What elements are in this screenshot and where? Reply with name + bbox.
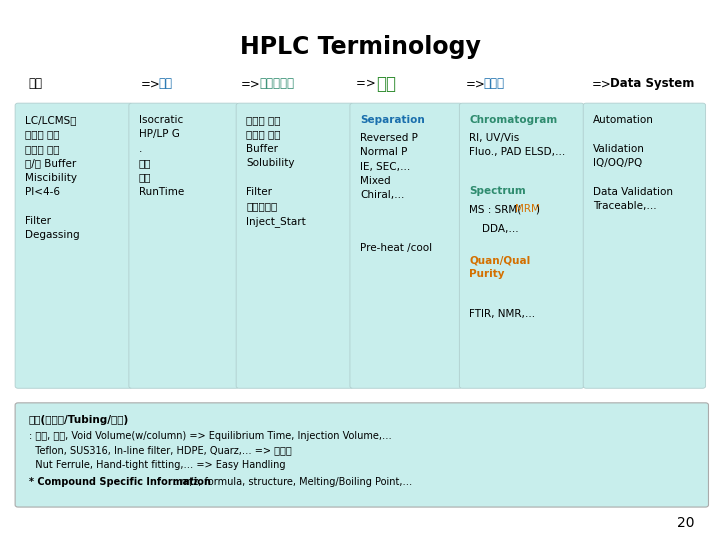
Text: 유로(시스템/Tubing/컬럼): 유로(시스템/Tubing/컬럼) <box>29 415 129 425</box>
Text: 용매: 용매 <box>29 77 42 90</box>
Text: MRM: MRM <box>515 204 540 214</box>
Text: LC/LCMS용
수용성 용매
지용성 용매
휘/비 Buffer
Miscibility
PI<4-6

Filter
Degassing: LC/LCMS용 수용성 용매 지용성 용매 휘/비 Buffer Miscib… <box>25 115 80 240</box>
Text: Spectrum: Spectrum <box>469 186 526 197</box>
Text: MS : SRM(: MS : SRM( <box>469 204 522 214</box>
FancyBboxPatch shape <box>583 103 706 388</box>
FancyBboxPatch shape <box>15 103 132 388</box>
Text: RI, UV/Vis
Fluo., PAD ELSD,…: RI, UV/Vis Fluo., PAD ELSD,… <box>469 133 566 157</box>
Text: Isocratic
HP/LP G
.
유속
압력
RunTime: Isocratic HP/LP G . 유속 압력 RunTime <box>139 115 184 197</box>
Text: Separation: Separation <box>360 115 425 125</box>
FancyBboxPatch shape <box>459 103 584 388</box>
Text: Nut Ferrule, Hand-tight fitting,… => Easy Handling: Nut Ferrule, Hand-tight fitting,… => Eas… <box>29 460 285 470</box>
Text: : 내경, 길이, Void Volume(w/column) => Equilibrium Time, Injection Volume,…: : 내경, 길이, Void Volume(w/column) => Equil… <box>29 431 392 441</box>
Text: 컬럼: 컬럼 <box>377 75 397 93</box>
Text: DDA,…: DDA,… <box>482 224 519 234</box>
FancyBboxPatch shape <box>129 103 239 388</box>
Text: Automation

Validation
IQ/OQ/PQ

Data Validation
Traceable,…: Automation Validation IQ/OQ/PQ Data Vali… <box>593 115 673 212</box>
Text: =>: => <box>140 77 160 90</box>
Text: Pre-heat /cool: Pre-heat /cool <box>360 244 432 253</box>
FancyBboxPatch shape <box>15 403 708 507</box>
Text: =>: => <box>356 77 380 90</box>
Text: FTIR, NMR,…: FTIR, NMR,… <box>469 309 536 319</box>
FancyBboxPatch shape <box>350 103 462 388</box>
Text: =>: => <box>466 77 485 90</box>
Text: Chromatogram: Chromatogram <box>469 115 558 125</box>
Text: 수용성 용매
지용성 용매
Buffer
Solubility

Filter
시료주입량
Inject_Start: 수용성 용매 지용성 용매 Buffer Solubility Filter 시… <box>246 115 306 227</box>
Text: 검출기: 검출기 <box>484 77 505 90</box>
Text: : m/z, formula, structure, Melting/Boiling Point,…: : m/z, formula, structure, Melting/Boili… <box>171 477 413 488</box>
Text: 펌프: 펌프 <box>158 77 172 90</box>
FancyBboxPatch shape <box>236 103 354 388</box>
Text: Reversed P
Normal P
IE, SEC,…
Mixed
Chiral,…: Reversed P Normal P IE, SEC,… Mixed Chir… <box>360 133 418 200</box>
Text: =>: => <box>241 77 261 90</box>
Text: Data System: Data System <box>610 77 694 90</box>
Text: Quan/Qual
Purity: Quan/Qual Purity <box>469 256 531 279</box>
Text: =>: => <box>592 77 611 90</box>
Text: 20: 20 <box>678 516 695 530</box>
Text: HPLC Terminology: HPLC Terminology <box>240 35 480 59</box>
Text: Teflon, SUS316, In-line filter, HDPE, Quarz,… => 이동상: Teflon, SUS316, In-line filter, HDPE, Qu… <box>29 446 292 456</box>
Text: ): ) <box>535 204 539 214</box>
Text: 시료주입기: 시료주입기 <box>259 77 294 90</box>
Text: * Compound Specific Information: * Compound Specific Information <box>29 477 211 488</box>
